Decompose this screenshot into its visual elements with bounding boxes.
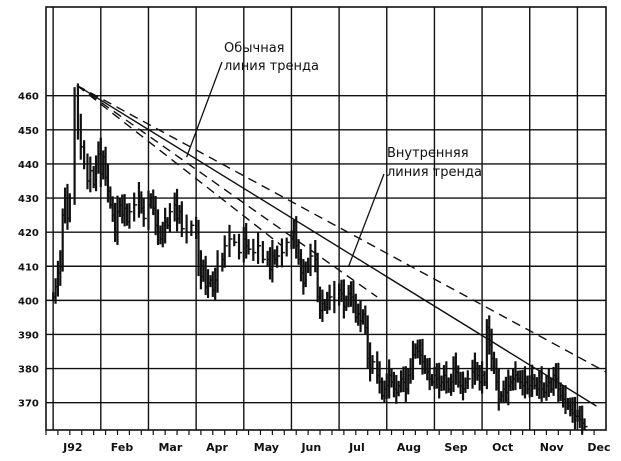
- trend-line-dashed: [76, 84, 378, 298]
- x-tick-label: Feb: [111, 441, 134, 454]
- x-tick-label: Mar: [158, 441, 182, 454]
- x-tick-label: Nov: [540, 441, 565, 454]
- x-tick-label: Aug: [397, 441, 421, 454]
- trend-line-dashed: [76, 84, 283, 247]
- x-tick-label: May: [254, 441, 279, 454]
- annotation-pointer: [185, 61, 223, 158]
- y-tick-label: 460: [18, 92, 39, 103]
- annotation-regular-line-1: Обычная: [224, 41, 284, 56]
- axis-labels: 370 380 390 400 410 420 430 440 450 460 J92 Feb Mar A…: [18, 92, 611, 454]
- y-tick-label: 380: [18, 365, 39, 376]
- trend-lines: [76, 84, 607, 407]
- x-tick-label: Sep: [444, 441, 467, 454]
- y-tick-label: 370: [18, 399, 39, 410]
- x-tick-label: J92: [62, 441, 82, 454]
- annotation-regular-line-2: линия тренда: [224, 59, 319, 74]
- y-tick-label: 390: [18, 330, 39, 341]
- x-tick-label: Jun: [300, 441, 321, 454]
- annotation-inner-line-2: линия тренда: [387, 165, 482, 180]
- x-tick-label: Jul: [348, 441, 365, 454]
- trend-line-solid: [76, 84, 597, 407]
- x-tick-label: Dec: [587, 441, 610, 454]
- y-tick-label: 420: [18, 228, 39, 239]
- chart-frame: [45, 6, 607, 431]
- price-bars: [52, 83, 588, 435]
- y-tick-label: 400: [18, 296, 39, 307]
- annotation-inner-line-1: Внутренняя: [387, 146, 469, 161]
- annotations: Обычная линия тренда Внутренняя линия тр…: [185, 41, 482, 267]
- y-tick-label: 440: [18, 160, 39, 171]
- annotation-pointer: [348, 173, 385, 267]
- y-tick-label: 410: [18, 262, 39, 273]
- trend-line-dashed: [76, 84, 607, 373]
- x-tick-label: Oct: [492, 441, 513, 454]
- y-tick-label: 430: [18, 194, 39, 205]
- y-tick-label: 450: [18, 126, 39, 137]
- x-tick-label: Apr: [206, 441, 228, 454]
